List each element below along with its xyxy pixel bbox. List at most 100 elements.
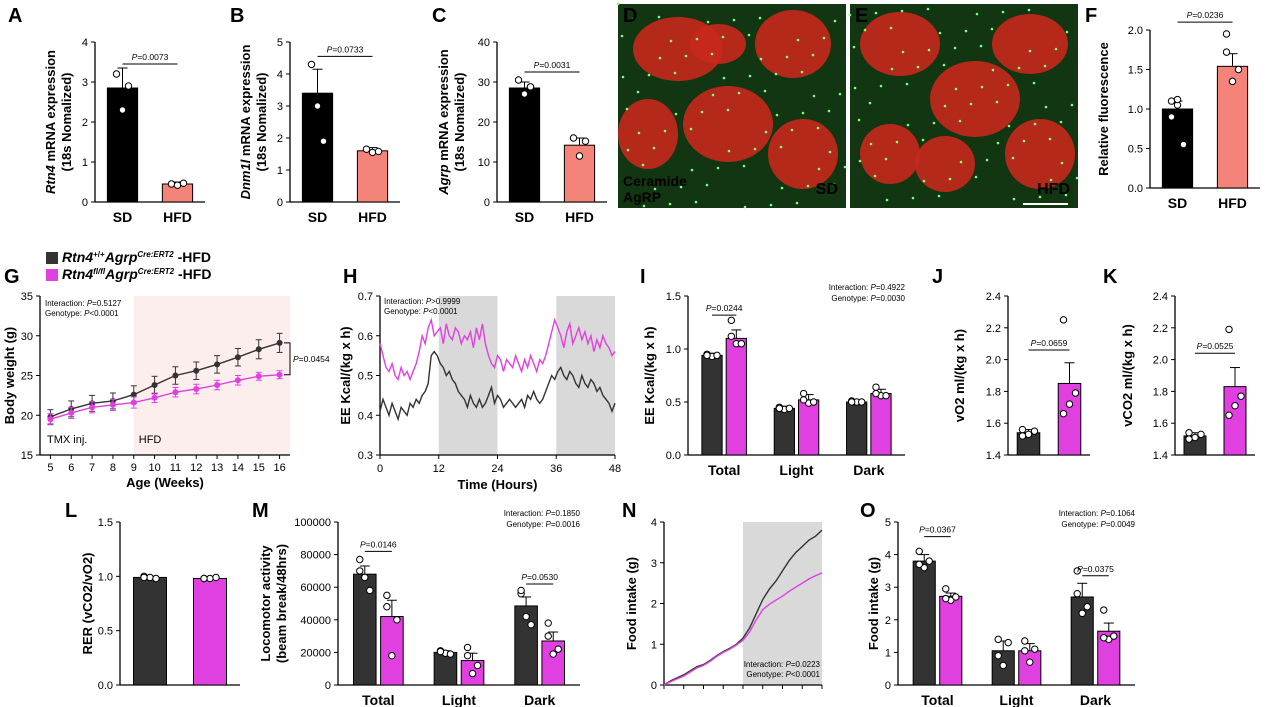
bar bbox=[193, 578, 227, 686]
panel-label: E bbox=[855, 5, 868, 27]
bar bbox=[939, 595, 963, 686]
data-point bbox=[68, 409, 75, 416]
panel-label: L bbox=[65, 500, 77, 522]
data-point bbox=[1225, 411, 1233, 419]
data-point bbox=[463, 651, 472, 660]
data-point bbox=[1004, 638, 1012, 647]
ceramide-puncta bbox=[636, 90, 640, 94]
ceramide-puncta bbox=[642, 204, 646, 208]
data-point bbox=[212, 573, 220, 582]
condition-label: HFD bbox=[1037, 181, 1070, 198]
y-tick-label: 2 bbox=[651, 599, 657, 611]
x-category-label: Dark bbox=[853, 462, 884, 478]
stats-text: Genotype: P<0.0001 bbox=[384, 307, 458, 316]
data-point bbox=[1059, 316, 1068, 324]
ceramide-puncta bbox=[647, 73, 651, 77]
ceramide-puncta bbox=[812, 94, 816, 98]
agrp-cell bbox=[915, 136, 975, 192]
stats-text: Interaction: P=0.5127 bbox=[45, 299, 122, 308]
data-point bbox=[1185, 435, 1193, 443]
ceramide-puncta bbox=[1011, 156, 1015, 160]
data-point bbox=[703, 351, 711, 360]
panel-i: I 0.0 0.5 1.0 1.5 Total Light Dark P=0.0244 Inter… bbox=[640, 266, 906, 478]
ceramide-puncta bbox=[911, 196, 915, 200]
y-tick-label: 1 bbox=[651, 639, 657, 651]
x-tick-label: 15 bbox=[253, 462, 265, 474]
p-value-label: P=0.0525 bbox=[1197, 341, 1234, 351]
ceramide-puncta bbox=[853, 86, 857, 90]
stats-text: Genotype: P=0.0049 bbox=[1061, 520, 1135, 529]
data-point bbox=[151, 394, 158, 401]
bar bbox=[380, 616, 404, 686]
dark-phase-shading bbox=[743, 522, 822, 685]
ceramide-puncta bbox=[774, 72, 778, 76]
y-tick-label: 1.5 bbox=[1128, 65, 1143, 77]
data-point bbox=[1100, 606, 1108, 614]
agrp-cell bbox=[930, 61, 1020, 137]
ceramide-puncta bbox=[811, 53, 815, 57]
x-category-label: Light bbox=[999, 692, 1034, 707]
ceramide-puncta bbox=[852, 45, 856, 49]
data-point bbox=[942, 594, 950, 603]
data-point bbox=[554, 645, 562, 653]
ceramide-puncta bbox=[959, 160, 963, 164]
data-point bbox=[1021, 637, 1029, 645]
ceramide-puncta bbox=[1027, 8, 1031, 12]
panel-label: H bbox=[343, 266, 357, 288]
data-point bbox=[167, 180, 176, 188]
y-axis-label-2: (18s Nomalized) bbox=[254, 73, 269, 172]
data-point bbox=[1073, 567, 1081, 575]
panel-label: J bbox=[932, 266, 943, 288]
x-tick-label: 13 bbox=[211, 462, 223, 474]
y-tick-label: 1.0 bbox=[98, 571, 113, 583]
panel-l: L 0.0 0.5 1.0 1.5 RER (vCO2/vO2) bbox=[65, 500, 240, 692]
y-tick-label: 30 bbox=[21, 331, 33, 343]
x-tick-label: 11 bbox=[170, 462, 181, 474]
ceramide-puncta bbox=[616, 2, 620, 6]
ceramide-puncta bbox=[769, 203, 773, 207]
ceramide-puncta bbox=[1007, 124, 1011, 128]
y-tick-label: 20 bbox=[478, 117, 490, 129]
bar bbox=[433, 651, 458, 686]
y-axis-label: Agrp mRNA expression bbox=[436, 49, 451, 196]
ceramide-puncta bbox=[806, 184, 810, 188]
data-point bbox=[1191, 433, 1199, 442]
p-value-label: P=0.0375 bbox=[1077, 564, 1114, 574]
ceramide-puncta bbox=[706, 20, 710, 24]
data-point bbox=[172, 372, 179, 379]
panel-h: H 0.3 0.4 0.5 0.6 0.7 0 12 24 36 48 Time (Hours) Int… bbox=[338, 266, 621, 492]
y-tick-label: 1.8 bbox=[1153, 386, 1168, 398]
x-tick-label: 6 bbox=[68, 462, 74, 474]
data-point bbox=[1173, 95, 1182, 104]
data-point bbox=[255, 373, 262, 380]
data-point bbox=[362, 145, 371, 153]
data-point bbox=[172, 389, 179, 396]
legend-swatch bbox=[46, 252, 58, 264]
data-point bbox=[1234, 65, 1243, 74]
ceramide-puncta bbox=[795, 201, 799, 205]
data-point bbox=[1018, 425, 1027, 434]
bar bbox=[1161, 108, 1194, 189]
series-line bbox=[379, 350, 616, 422]
agrp-cell bbox=[860, 12, 940, 76]
ceramide-puncta bbox=[1044, 105, 1048, 109]
data-point bbox=[1179, 140, 1188, 149]
annotation-tmx: TMX inj. bbox=[47, 434, 87, 446]
data-point bbox=[319, 137, 328, 145]
stats-text: Interaction: P=0.1064 bbox=[1059, 509, 1136, 518]
ceramide-puncta bbox=[695, 37, 699, 41]
x-tick-label: 14 bbox=[232, 462, 244, 474]
ceramide-puncta bbox=[694, 200, 698, 204]
data-point bbox=[1021, 647, 1029, 655]
data-point bbox=[1231, 402, 1239, 410]
channel-label-ceramide: Ceramide bbox=[623, 173, 687, 189]
data-point bbox=[152, 574, 160, 583]
ceramide-puncta bbox=[742, 164, 746, 168]
ceramide-puncta bbox=[948, 177, 952, 181]
ceramide-puncta bbox=[705, 183, 709, 187]
p-value-label: P=0.0146 bbox=[360, 539, 397, 549]
ceramide-puncta bbox=[669, 39, 673, 43]
data-point bbox=[809, 398, 818, 406]
data-point bbox=[727, 316, 736, 325]
y-tick-label: 40000 bbox=[300, 615, 331, 627]
